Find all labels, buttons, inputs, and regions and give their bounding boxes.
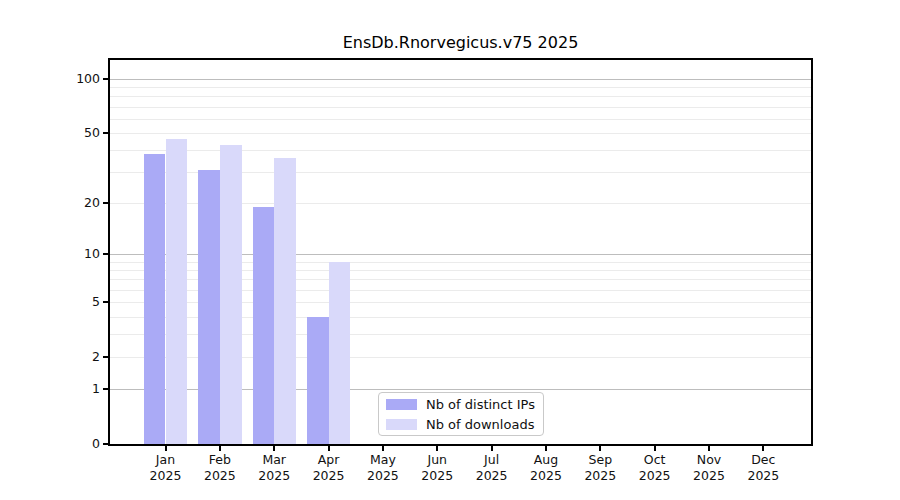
x-tick: [382, 446, 384, 451]
plot-border: [108, 58, 813, 446]
legend: Nb of distinct IPs Nb of downloads: [378, 392, 544, 436]
x-tick: [545, 446, 547, 451]
x-tick: [273, 446, 275, 451]
y-tick-label: 5: [55, 294, 100, 310]
x-tick-label: Dec 2025: [735, 452, 791, 483]
legend-label-downloads: Nb of downloads: [426, 416, 534, 433]
y-tick-label: 2: [55, 349, 100, 365]
x-tick: [491, 446, 493, 451]
legend-swatch-distinct-ips: [386, 399, 417, 410]
x-tick-label: Sep 2025: [572, 452, 628, 483]
y-tick: [103, 301, 109, 303]
x-tick-label: Nov 2025: [681, 452, 737, 483]
chart-title: EnsDb.Rnorvegicus.v75 2025: [110, 33, 811, 53]
y-tick: [103, 388, 109, 390]
x-tick: [599, 446, 601, 451]
x-tick-label: May 2025: [355, 452, 411, 483]
x-tick-label: Aug 2025: [518, 452, 574, 483]
x-tick: [436, 446, 438, 451]
download-stats-chart: EnsDb.Rnorvegicus.v75 2025 0 1 2 5 10 20 50 100…: [0, 0, 900, 500]
x-tick-label: Feb 2025: [192, 452, 248, 483]
x-tick-label: Jun 2025: [409, 452, 465, 483]
x-tick-label: Apr 2025: [301, 452, 357, 483]
x-tick: [165, 446, 167, 451]
y-tick: [103, 356, 109, 358]
y-tick: [103, 78, 109, 80]
y-tick-label: 20: [55, 195, 100, 211]
x-tick: [654, 446, 656, 451]
x-tick: [328, 446, 330, 451]
x-tick: [762, 446, 764, 451]
y-tick-label: 50: [55, 125, 100, 141]
x-tick-label: Jan 2025: [138, 452, 194, 483]
y-tick-label: 1: [55, 381, 100, 397]
x-tick-label: Oct 2025: [627, 452, 683, 483]
y-tick: [103, 132, 109, 134]
x-tick: [219, 446, 221, 451]
legend-swatch-downloads: [386, 419, 417, 430]
y-tick-label: 10: [55, 246, 100, 262]
x-tick-label: Mar 2025: [246, 452, 302, 483]
y-tick: [103, 202, 109, 204]
x-tick-label: Jul 2025: [464, 452, 520, 483]
legend-item-downloads: Nb of downloads: [386, 416, 536, 433]
legend-item-distinct-ips: Nb of distinct IPs: [386, 396, 536, 413]
y-tick-label: 100: [55, 71, 100, 87]
y-tick-label: 0: [55, 436, 100, 452]
legend-label-distinct-ips: Nb of distinct IPs: [426, 396, 535, 413]
x-tick: [708, 446, 710, 451]
y-tick: [103, 253, 109, 255]
y-tick: [103, 443, 109, 445]
